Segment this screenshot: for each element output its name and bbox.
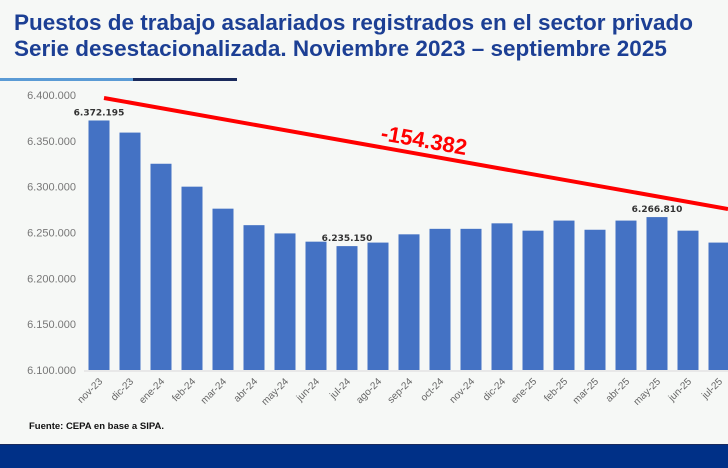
x-tick-label: abr-25 [604, 376, 633, 405]
bar [616, 221, 637, 370]
data-label: 6.266.810 [632, 205, 683, 215]
bar [461, 229, 482, 370]
bar [213, 209, 234, 370]
data-label: 6.235.150 [322, 234, 373, 244]
y-tick-label: 6.250.000 [27, 228, 76, 240]
x-tick-label: feb-24 [170, 376, 198, 404]
bar [585, 230, 606, 370]
data-label: 6.372.195 [74, 108, 125, 118]
x-tick-label: sep-24 [386, 376, 416, 406]
y-tick-label: 6.350.000 [27, 136, 76, 148]
bar [430, 229, 451, 370]
x-tick-label: feb-25 [542, 376, 570, 404]
x-tick-label: dic-24 [481, 376, 508, 403]
x-tick-label: dic-23 [109, 376, 136, 403]
source-note: Fuente: CEPA en base a SIPA. [29, 421, 164, 432]
bar-chart: 6.100.000 6.150.000 6.200.000 6.250.000 6.30… [0, 0, 728, 440]
bar [647, 217, 668, 370]
bar [182, 187, 203, 370]
bar [554, 221, 575, 370]
x-tick-label: nov-24 [448, 376, 478, 406]
bar [275, 233, 296, 370]
x-tick-label: jun-24 [294, 376, 322, 404]
y-tick-label: 6.400.000 [27, 90, 76, 102]
bar [120, 133, 141, 370]
x-tick-label: jun-25 [666, 376, 694, 404]
y-tick-label: 6.150.000 [27, 319, 76, 331]
x-tick-label: mar-25 [571, 376, 601, 406]
x-tick-label: may-24 [260, 376, 292, 408]
bar [244, 225, 265, 370]
bar [709, 243, 728, 370]
y-tick-label: 6.300.000 [27, 182, 76, 194]
y-tick-label: 6.200.000 [27, 273, 76, 285]
bar [523, 231, 544, 370]
x-tick-label: jul-24 [327, 376, 353, 402]
x-tick-label: ene-25 [509, 376, 539, 406]
bar [368, 243, 389, 370]
bar [89, 120, 110, 370]
y-tick-label: 6.100.000 [27, 365, 76, 377]
bar [306, 242, 327, 370]
x-tick-label: nov-23 [76, 376, 106, 406]
x-tick-label: ago-24 [354, 376, 384, 406]
x-tick-label: mar-24 [199, 376, 229, 406]
x-tick-label: abr-24 [232, 376, 261, 405]
x-tick-label: oct-24 [419, 376, 447, 404]
x-tick-label: may-25 [632, 376, 664, 408]
footer-band [0, 444, 728, 468]
x-tick-label: jul-25 [699, 376, 725, 402]
x-tick-label: ene-24 [137, 376, 167, 406]
bar [337, 246, 358, 370]
bar [399, 234, 420, 370]
bar [492, 223, 513, 370]
bar [678, 231, 699, 370]
bar [151, 164, 172, 370]
